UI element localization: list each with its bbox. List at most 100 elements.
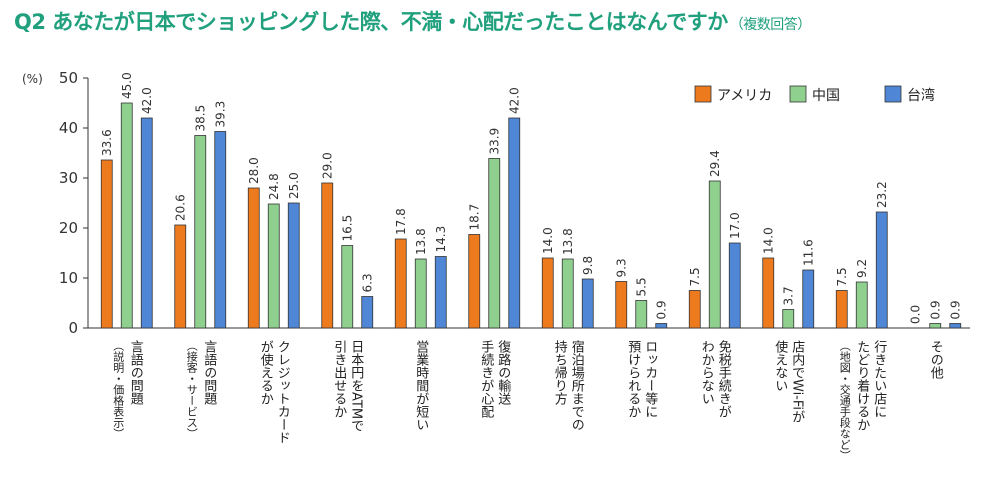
category-label: 手続きが心配: [478, 340, 494, 418]
bar: [708, 180, 721, 329]
bar: [655, 323, 668, 329]
chart-title-text: Q2 あなたが日本でショッピングした際、不満・心配だったことはなんですか: [14, 10, 728, 34]
bar: [802, 269, 815, 329]
bar-value-label: 16.5: [340, 215, 354, 242]
y-tick-label: 10: [59, 269, 78, 287]
bar-value-label: 0.0: [908, 305, 922, 324]
bar-value-label: 9.3: [614, 258, 628, 277]
category-label: 持ち帰り方: [552, 340, 568, 406]
bar: [581, 278, 594, 329]
bar: [561, 258, 574, 329]
bar: [929, 323, 942, 329]
y-tick-label: 30: [59, 169, 78, 187]
category-label: 使えない: [772, 339, 788, 392]
bar-value-label: 0.9: [654, 300, 668, 319]
bar-value-label: 23.2: [875, 181, 889, 208]
bar-value-label: 20.6: [173, 194, 187, 221]
legend-label: 台湾: [907, 87, 935, 104]
legend-label: アメリカ: [717, 88, 772, 104]
bar: [488, 158, 501, 329]
category-label: 宿泊場所までの: [569, 339, 585, 431]
bar-value-label: 9.8: [581, 256, 595, 275]
chart-title-note: （複数回答）: [729, 17, 812, 33]
category-label: （説明・価格表示）: [112, 340, 125, 439]
bar: [100, 159, 113, 329]
category-label: 復路の輸送: [495, 339, 511, 406]
bar-value-label: 45.0: [120, 72, 134, 99]
category-label: 日本円をATMで: [348, 340, 364, 432]
bar: [468, 234, 481, 329]
bar: [508, 117, 521, 329]
bar-value-label: 14.0: [541, 227, 555, 254]
legend-label: 中国: [812, 88, 840, 104]
bar-value-label: 5.5: [634, 277, 648, 296]
bar: [214, 131, 227, 329]
category-label: その他: [928, 340, 944, 380]
bar: [728, 242, 741, 329]
bar: [361, 296, 374, 329]
category-label: （地図・交通手段など）: [838, 340, 851, 461]
category-label: 営業時間が短い: [413, 340, 429, 431]
bar-value-label: 14.0: [761, 227, 775, 254]
bar: [321, 182, 334, 329]
category-label: たどり着けるか: [854, 340, 870, 431]
bar-value-label: 29.0: [320, 152, 334, 179]
bar: [875, 211, 888, 329]
category-label: ロッカー等に: [642, 340, 658, 418]
y-tick-label: 20: [59, 219, 78, 237]
bar-value-label: 17.8: [394, 208, 408, 235]
bar-value-label: 42.0: [507, 87, 521, 114]
y-tick-label: 40: [59, 119, 78, 137]
category-label: 言語の問題: [201, 340, 217, 406]
bar: [267, 203, 280, 329]
bar-value-label: 13.8: [414, 228, 428, 255]
legend-swatch: [884, 85, 902, 103]
bar: [635, 300, 648, 329]
bar-value-label: 14.3: [434, 226, 448, 253]
bar: [835, 290, 848, 329]
bar: [247, 187, 260, 329]
bar-value-label: 3.7: [781, 286, 795, 305]
bar-value-label: 24.8: [267, 173, 281, 200]
bar-value-label: 7.5: [835, 267, 849, 286]
category-label: 免税手続きが: [716, 340, 732, 418]
bar: [394, 238, 407, 329]
legend-swatch: [694, 85, 712, 103]
legend-swatch: [789, 85, 807, 103]
category-label: （接客・サービス）: [185, 340, 198, 439]
category-label: クレジットカード: [275, 340, 290, 444]
bar: [341, 245, 354, 329]
bar: [615, 281, 628, 329]
category-label: 引き出せるか: [331, 340, 347, 418]
category-label: 言語の問題: [128, 340, 144, 406]
y-axis-unit: (%): [22, 72, 43, 86]
bar: [140, 117, 153, 329]
bar: [174, 224, 187, 329]
category-label: 預けられるか: [625, 340, 641, 418]
bar-value-label: 0.9: [948, 300, 962, 319]
bar: [120, 102, 133, 329]
bar-value-label: 17.0: [728, 212, 742, 239]
bar-value-label: 28.0: [247, 157, 261, 184]
bar-value-label: 33.6: [100, 129, 114, 156]
bar-value-label: 6.3: [360, 273, 374, 292]
bar-value-label: 25.0: [287, 172, 301, 199]
bar-value-label: 29.4: [708, 150, 722, 177]
category-label: が使えるか: [258, 340, 274, 405]
y-tick-label: 0: [68, 319, 78, 337]
bar-value-label: 11.6: [801, 239, 815, 266]
bar: [287, 202, 300, 329]
bar-value-label: 18.7: [467, 204, 481, 231]
bar: [434, 256, 447, 329]
category-label: 店内でWi-Fiが: [789, 340, 805, 423]
bar: [194, 135, 207, 329]
category-label: わからない: [699, 340, 715, 405]
bar-value-label: 7.5: [688, 267, 702, 286]
bar: [414, 258, 427, 329]
y-tick-label: 50: [59, 69, 78, 87]
bar: [855, 281, 868, 329]
bar-value-label: 0.9: [928, 300, 942, 319]
bar: [782, 309, 795, 329]
bar: [541, 257, 554, 329]
